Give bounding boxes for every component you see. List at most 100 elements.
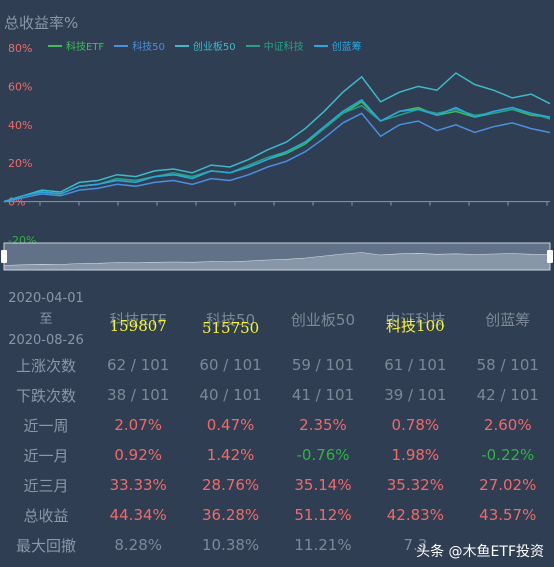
column-name: 中证科技 <box>385 310 446 329</box>
legend-item[interactable]: 科技50 <box>114 38 165 53</box>
table-cell: 61 / 101 <box>384 356 447 374</box>
table-row: 近三月 33.33% 28.76% 35.14% 35.32% 27.02% <box>0 470 554 500</box>
table-row: 上涨次数 62 / 101 60 / 101 59 / 101 61 / 101 58 /… <box>0 350 554 380</box>
table-row: 下跌次数 38 / 101 40 / 101 41 / 101 39 / 101 42 /… <box>0 380 554 410</box>
table-cell: 39 / 101 <box>384 386 447 404</box>
table-cell: 33.33% <box>109 476 167 494</box>
table-cell: 8.28% <box>114 536 163 554</box>
chart-area: 总收益率% 科技ETF 科技50 创业板50 中证科技 创蓝筹 80% 60% 40% 20%… <box>1 14 553 271</box>
column-code: 515750 <box>201 318 260 337</box>
legend-label: 中证科技 <box>263 42 304 53</box>
table-cell: 42.83% <box>386 506 444 524</box>
table-row: 近一周 2.07% 0.47% 2.35% 0.78% 2.60% <box>0 410 554 440</box>
legend-swatch <box>48 44 62 47</box>
legend-label: 创业板50 <box>192 42 236 53</box>
zoom-handle[interactable] <box>547 250 553 263</box>
series-line <box>3 100 551 203</box>
table-cell: 2.35% <box>299 416 347 434</box>
date-range: 2020-04-01 至 2020-08-26 <box>0 288 92 351</box>
table-cell: 27.02% <box>479 476 537 494</box>
legend-swatch <box>245 44 260 47</box>
chart-legend: 科技ETF 科技50 创业板50 中证科技 创蓝筹 <box>48 38 362 53</box>
date-start: 2020-04-01 <box>8 290 84 306</box>
row-label: 下跌次数 <box>15 386 76 405</box>
table-cell: 42 / 101 <box>476 386 539 404</box>
row-label: 上涨次数 <box>15 356 76 375</box>
table-row: 总收益 44.34% 36.28% 51.12% 42.83% 43.57% <box>0 500 554 530</box>
legend-label: 创蓝筹 <box>331 42 362 53</box>
table-cell: 2.07% <box>114 416 163 434</box>
table-cell: -0.22% <box>481 446 535 464</box>
legend-item[interactable]: 科技ETF <box>48 38 104 53</box>
table-cell: 58 / 101 <box>476 356 539 374</box>
table-cell: 59 / 101 <box>291 356 355 374</box>
table-cell: 35.14% <box>294 476 352 494</box>
table-cell: 1.42% <box>206 446 255 464</box>
series-line <box>3 72 551 203</box>
column-header: 科技ETF 159807 <box>92 309 184 335</box>
legend-label: 科技50 <box>132 42 165 53</box>
legend-item[interactable]: 中证科技 <box>245 38 304 53</box>
row-label: 总收益 <box>23 506 69 525</box>
table-cell: 0.78% <box>391 416 440 434</box>
row-label: 最大回撤 <box>15 536 76 555</box>
legend-item[interactable]: 创蓝筹 <box>313 38 362 53</box>
row-label: 近一周 <box>23 416 69 435</box>
table-cell: 7.3 <box>403 536 428 554</box>
legend-swatch <box>174 44 189 47</box>
chart-title: 总收益率% <box>4 14 79 32</box>
y-tick-label: 60% <box>8 80 32 93</box>
y-tick-label: 80% <box>8 42 32 55</box>
legend-label: 科技ETF <box>66 42 105 53</box>
table-row: 近一月 0.92% 1.42% -0.76% 1.98% -0.22% <box>0 440 554 470</box>
table-cell: 11.21% <box>294 536 352 554</box>
table-cell: 62 / 101 <box>107 356 170 374</box>
table-cell: 10.38% <box>201 536 260 554</box>
table-cell: 38 / 101 <box>107 386 170 404</box>
table-cell: 28.76% <box>201 476 260 494</box>
legend-item[interactable]: 创业板50 <box>174 38 236 53</box>
column-name: 创业板50 <box>290 310 356 329</box>
column-name: 科技ETF <box>109 310 167 329</box>
table-row: 最大回撤 8.28% 10.38% 11.21% 7.3 <box>0 530 554 560</box>
zoom-preview-area <box>3 252 551 271</box>
column-name: 创蓝筹 <box>485 310 531 329</box>
table-cell: 41 / 101 <box>291 386 355 404</box>
row-label: 近三月 <box>23 476 69 495</box>
table-cell: 40 / 101 <box>199 386 262 404</box>
series-line <box>3 104 551 203</box>
series-line <box>3 112 551 203</box>
table-cell: 36.28% <box>201 506 260 524</box>
table-cell: 51.12% <box>294 506 352 524</box>
column-code: 159807 <box>109 316 167 335</box>
watermark: 头条 @木鱼ETF投资 <box>416 544 544 560</box>
table-cell: 43.57% <box>479 506 537 524</box>
table-cell: 1.98% <box>391 446 440 464</box>
date-end: 2020-08-26 <box>8 332 84 348</box>
legend-swatch <box>114 44 129 47</box>
column-header: 创业板50 <box>277 309 369 330</box>
table-cell: 60 / 101 <box>199 356 262 374</box>
column-name: 科技50 <box>206 310 256 329</box>
table-cell: 44.34% <box>109 506 167 524</box>
table-cell: 2.60% <box>483 416 532 434</box>
y-tick-label: 20% <box>8 157 32 170</box>
column-header: 创蓝筹 <box>462 309 554 330</box>
table-cell: 0.47% <box>206 416 255 434</box>
column-code: 科技100 <box>386 316 445 335</box>
table-cell: 0.92% <box>114 446 163 464</box>
column-header: 中证科技 科技100 <box>369 309 461 335</box>
zoom-slider[interactable] <box>3 242 551 271</box>
row-label: 近一月 <box>23 446 69 465</box>
table-cell: 35.32% <box>386 476 444 494</box>
series-line <box>3 98 551 203</box>
y-tick-label: 40% <box>8 119 32 132</box>
column-header: 科技50 515750 <box>184 309 276 337</box>
legend-swatch <box>313 44 328 47</box>
chart-svg: 80%60%40%20%0%-20% <box>1 42 553 271</box>
table-cell: -0.76% <box>296 446 350 464</box>
zoom-handle[interactable] <box>1 250 7 263</box>
stats-table: 2020-04-01 至 2020-08-26 科技ETF 159807 科技5… <box>0 288 554 560</box>
date-to: 至 <box>39 311 53 327</box>
header-row: 2020-04-01 至 2020-08-26 科技ETF 159807 科技5… <box>0 288 554 350</box>
